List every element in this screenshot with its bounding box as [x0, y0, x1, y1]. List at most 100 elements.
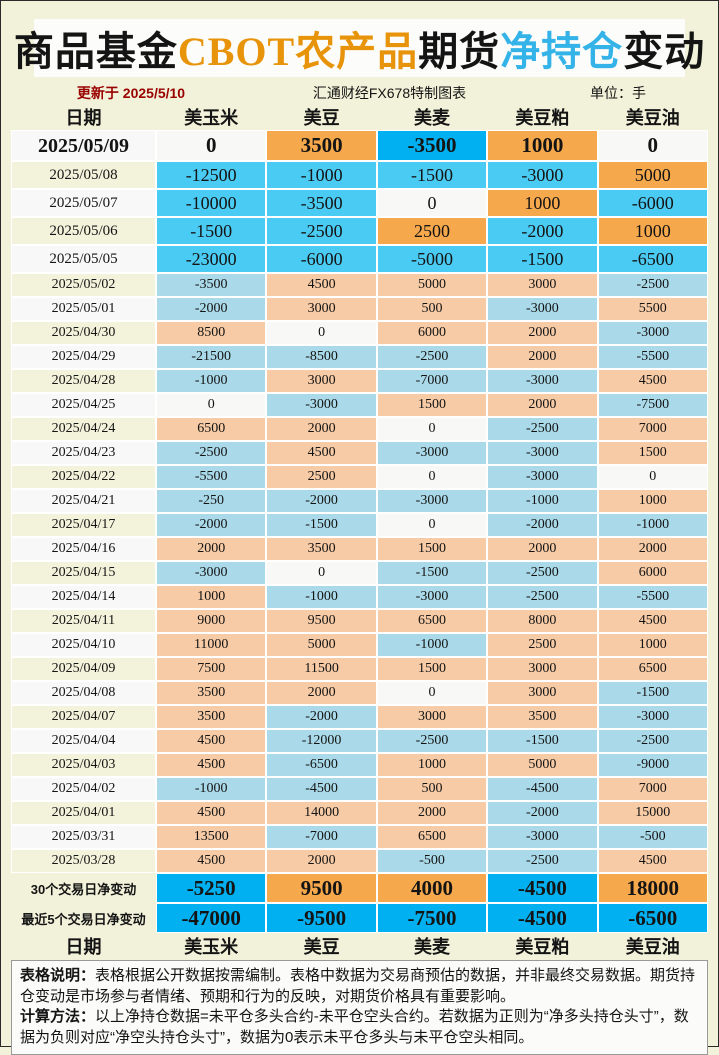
table-body: 2025/05/09 0 3500 -3500 1000 0 2025/05/08 -1250…	[11, 130, 708, 873]
value-cell: -6000	[597, 189, 708, 217]
value-cell: 11500	[266, 657, 377, 681]
value-cell: 2000	[487, 393, 598, 417]
value-cell: -3500	[376, 130, 488, 161]
value-cell: 3000	[266, 297, 377, 321]
table-row: 2025/04/04 4500 -12000 -2500 -1500 -2500	[11, 729, 708, 753]
value-cell: -2500	[266, 217, 377, 245]
value-cell: 1000	[487, 189, 598, 217]
value-cell: 3500	[266, 537, 377, 561]
value-cell: 6500	[156, 417, 267, 441]
value-cell: -2500	[487, 561, 598, 585]
table-row: 2025/04/15 -3000 0 -1500 -2500 6000	[11, 561, 708, 585]
value-cell: 6000	[376, 321, 488, 345]
value-cell: -3000	[376, 441, 488, 465]
column-header: 美豆粕	[515, 108, 570, 128]
value-cell: -12000	[266, 729, 377, 753]
table-row: 2025/05/05 -23000 -6000 -5000 -1500 -6500	[11, 245, 708, 273]
value-cell: 1000	[597, 489, 708, 513]
value-cell: 3000	[266, 369, 377, 393]
value-cell: 4500	[597, 849, 708, 873]
value-cell: 1000	[156, 585, 267, 609]
date-cell: 2025/04/01	[11, 801, 156, 825]
value-cell: 3500	[266, 130, 377, 161]
table-summary: 30个交易日净变动 -5250 9500 4000 -4500 18000 最近5个交易日净…	[11, 873, 708, 933]
value-cell: 2500	[376, 217, 488, 245]
summary-row: 30个交易日净变动 -5250 9500 4000 -4500 18000	[11, 873, 708, 903]
value-cell: 0	[376, 513, 488, 537]
value-cell: 4500	[156, 753, 267, 777]
footer-column-header: 美玉米	[184, 937, 239, 957]
value-cell: -1000	[487, 489, 598, 513]
value-cell: -2500	[376, 729, 488, 753]
value-cell: -250	[156, 489, 267, 513]
value-cell: 2500	[487, 633, 598, 657]
footer-column-header: 美豆粕	[515, 937, 570, 957]
value-cell: -1000	[266, 161, 377, 189]
summary-value-cell: -4500	[487, 873, 598, 903]
table-row: 2025/04/30 8500 0 6000 2000 -3000	[11, 321, 708, 345]
summary-label: 最近5个交易日净变动	[21, 911, 146, 927]
value-cell: 2000	[487, 345, 598, 369]
value-cell: -6500	[266, 753, 377, 777]
unit-label: 单位：手	[590, 84, 646, 101]
value-cell: -2500	[597, 729, 708, 753]
summary-value-cell: 18000	[597, 873, 708, 903]
value-cell: -5500	[597, 585, 708, 609]
value-cell: -3000	[266, 393, 377, 417]
value-cell: -1500	[266, 513, 377, 537]
value-cell: -1500	[156, 217, 267, 245]
value-cell: -6000	[266, 245, 377, 273]
column-header: 日期	[65, 108, 102, 128]
column-header: 美豆油	[625, 108, 680, 128]
date-cell: 2025/05/09	[11, 130, 156, 161]
value-cell: -500	[376, 849, 488, 873]
value-cell: -23000	[156, 245, 267, 273]
value-cell: -1000	[597, 513, 708, 537]
value-cell: 4500	[156, 849, 267, 873]
date-cell: 2025/04/23	[11, 441, 156, 465]
date-cell: 2025/04/04	[11, 729, 156, 753]
title-segment: CBOT农产品	[177, 29, 419, 74]
value-cell: 5000	[376, 273, 488, 297]
meta-row: 更新于 2025/5/10 汇通财经FX678特制图表 单位：手	[1, 81, 718, 104]
value-cell: -1500	[376, 161, 488, 189]
value-cell: 14000	[266, 801, 377, 825]
value-cell: -2000	[487, 217, 598, 245]
title-segment: 净持仓	[500, 29, 624, 74]
value-cell: -5500	[597, 345, 708, 369]
value-cell: 8500	[156, 321, 267, 345]
summary-value-cell: -6500	[597, 903, 708, 933]
value-cell: 6500	[597, 657, 708, 681]
table-row: 2025/05/01 -2000 3000 500 -3000 5500	[11, 297, 708, 321]
value-cell: -2500	[156, 441, 267, 465]
notes-text-2: 以上净持仓数据=未平仓多头合约-未平仓空头合约。若数据为正则为“净多头持仓头寸”…	[20, 1008, 689, 1047]
value-cell: -8500	[266, 345, 377, 369]
value-cell: -2500	[487, 417, 598, 441]
table-row: 2025/04/29 -21500 -8500 -2500 2000 -5500	[11, 345, 708, 369]
value-cell: 4500	[156, 729, 267, 753]
value-cell: -2500	[376, 345, 488, 369]
summary-value-cell: -4500	[487, 903, 598, 933]
date-cell: 2025/05/08	[11, 161, 156, 189]
value-cell: -5000	[376, 245, 488, 273]
date-cell: 2025/04/25	[11, 393, 156, 417]
value-cell: -3000	[487, 369, 598, 393]
value-cell: 8000	[487, 609, 598, 633]
value-cell: 1500	[597, 441, 708, 465]
value-cell: 1500	[376, 657, 488, 681]
table-row: 2025/04/09 7500 11500 1500 3000 6500	[11, 657, 708, 681]
value-cell: -3000	[597, 321, 708, 345]
value-cell: -3500	[156, 273, 267, 297]
value-cell: 9500	[266, 609, 377, 633]
table-row: 2025/04/01 4500 14000 2000 -2000 15000	[11, 801, 708, 825]
value-cell: 7000	[597, 417, 708, 441]
date-cell: 2025/04/07	[11, 705, 156, 729]
value-cell: -3000	[376, 585, 488, 609]
value-cell: -2000	[487, 513, 598, 537]
value-cell: 1000	[597, 633, 708, 657]
value-cell: -3500	[266, 189, 377, 217]
value-cell: 2000	[376, 801, 488, 825]
date-cell: 2025/04/09	[11, 657, 156, 681]
value-cell: -1500	[487, 245, 598, 273]
